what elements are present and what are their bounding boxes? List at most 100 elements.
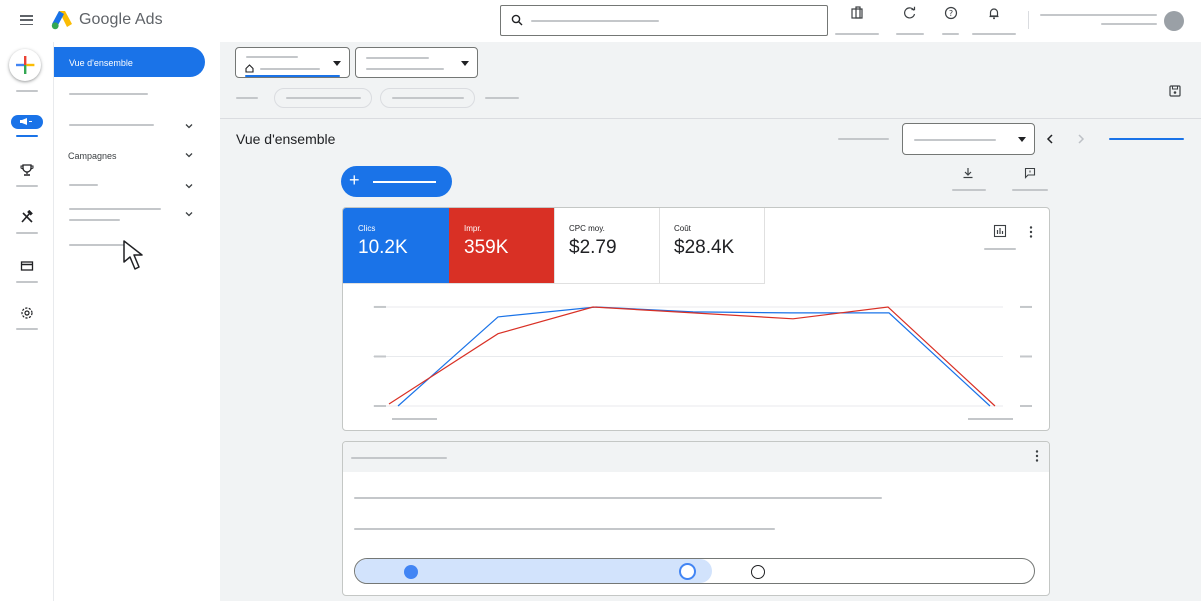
card-title	[351, 457, 447, 459]
nav-item-campaigns-label: Campagnes	[68, 151, 117, 161]
main-content: Vue d'ensemble + Clics 10.2K Impr. 359K …	[220, 42, 1201, 601]
new-campaign-label	[373, 181, 436, 183]
filter-chip-label	[286, 97, 361, 99]
nav-item-assets[interactable]	[54, 175, 220, 197]
account-selector[interactable]	[235, 47, 350, 78]
home-icon	[245, 64, 254, 73]
nav-item-label	[69, 184, 98, 186]
chevron-down-icon	[185, 212, 193, 217]
metric-tile-clicks[interactable]: Clics 10.2K	[343, 208, 449, 283]
admin-icon	[21, 307, 33, 319]
divider	[764, 208, 765, 283]
notifications-icon	[989, 8, 999, 20]
divider	[343, 283, 765, 284]
metric-tile-avg-cpc[interactable]: CPC moy. $2.79	[554, 208, 660, 283]
download-label	[952, 189, 986, 191]
slider-end-knob[interactable]	[751, 565, 765, 579]
nav-item-overview[interactable]: Vue d'ensemble	[54, 47, 205, 77]
reports-button[interactable]	[835, 6, 879, 35]
metric-value: 359K	[464, 237, 509, 258]
series-line-1	[388, 306, 996, 407]
dropdown-caret-icon	[333, 61, 341, 66]
create-button[interactable]	[9, 49, 41, 81]
nav-item-recommendations[interactable]	[69, 93, 148, 95]
add-filter-link[interactable]	[485, 97, 519, 99]
performance-card: Clics 10.2K Impr. 359K CPC moy. $2.79 Co…	[342, 207, 1050, 431]
metric-tile-impressions[interactable]: Impr. 359K	[449, 208, 555, 283]
insights-card	[342, 441, 1050, 596]
chevron-down-icon	[185, 153, 193, 158]
chevron-right-icon[interactable]	[1075, 133, 1087, 145]
nav-item-campaigns[interactable]: Campagnes	[54, 144, 220, 166]
filter-chip[interactable]	[380, 88, 475, 108]
menu-icon[interactable]	[20, 15, 33, 26]
chevron-left-icon[interactable]	[1044, 133, 1056, 145]
rail-tools[interactable]	[0, 210, 54, 240]
more-vert-icon[interactable]	[1028, 225, 1034, 239]
nav-item-insights[interactable]	[54, 115, 220, 137]
rail-goals[interactable]	[0, 163, 54, 193]
notifications-button[interactable]	[972, 6, 1016, 35]
new-campaign-button[interactable]: +	[341, 166, 452, 197]
dropdown-caret-icon	[1018, 137, 1026, 142]
feedback-button[interactable]	[1012, 167, 1048, 191]
save-icon[interactable]	[1168, 84, 1182, 98]
tools-icon	[21, 210, 33, 223]
google-ads-logo	[51, 11, 72, 30]
rail-admin[interactable]	[0, 306, 54, 336]
card-text-line	[354, 528, 775, 530]
download-icon	[963, 168, 973, 179]
campaign-selector-value	[366, 68, 444, 70]
metric-value: $2.79	[569, 237, 617, 258]
campaigns-icon	[20, 118, 32, 125]
nav-item-audiences[interactable]	[54, 204, 220, 230]
top-bar: Google Ads ?	[0, 0, 1201, 42]
active-underline	[245, 75, 340, 77]
account-name[interactable]	[1040, 14, 1157, 16]
dropdown-caret-icon	[461, 61, 469, 66]
help-button[interactable]: ?	[942, 6, 959, 35]
filter-chip[interactable]	[274, 88, 372, 108]
help-icon: ?	[944, 6, 957, 20]
campaign-selector-label	[366, 57, 429, 59]
refresh-button[interactable]	[896, 6, 924, 35]
tools-label	[16, 232, 38, 234]
filter-label	[236, 97, 258, 99]
create-icon	[16, 56, 35, 74]
download-button[interactable]	[952, 167, 986, 191]
left-rail	[0, 42, 54, 601]
chevron-down-icon	[185, 184, 193, 189]
search-input[interactable]	[500, 5, 828, 36]
campaigns-label	[16, 135, 38, 137]
rail-campaigns[interactable]	[0, 115, 54, 145]
card-header	[343, 442, 1049, 472]
admin-label	[16, 328, 38, 330]
reports-label	[835, 33, 879, 35]
date-range-selector[interactable]	[902, 123, 1035, 155]
slider-start-knob[interactable]	[404, 565, 418, 579]
help-label	[942, 33, 959, 35]
refresh-label	[896, 33, 924, 35]
slider-current-knob[interactable]	[679, 563, 696, 580]
campaign-selector[interactable]	[355, 47, 478, 78]
nav-item-label	[69, 124, 154, 126]
rail-billing[interactable]	[0, 259, 54, 289]
goals-icon	[20, 164, 34, 176]
metric-label: CPC moy.	[569, 224, 605, 233]
page-title: Vue d'ensemble	[236, 131, 336, 147]
series-line-0	[397, 306, 991, 407]
chart-type-label	[984, 248, 1016, 250]
progress-slider[interactable]	[354, 558, 1035, 584]
account-selector-label	[246, 56, 298, 58]
metric-label: Clics	[358, 224, 376, 233]
avatar[interactable]	[1164, 11, 1184, 31]
nav-item-change-history[interactable]	[69, 244, 126, 246]
brand-name: Google Ads	[79, 11, 163, 28]
feedback-label	[1012, 189, 1048, 191]
billing-icon	[20, 261, 34, 271]
chart-type-button[interactable]	[984, 224, 1016, 250]
metric-tile-cost[interactable]: Coût $28.4K	[659, 208, 765, 283]
metric-label: Coût	[674, 224, 691, 233]
more-vert-icon[interactable]	[1034, 449, 1040, 463]
billing-label	[16, 281, 38, 283]
